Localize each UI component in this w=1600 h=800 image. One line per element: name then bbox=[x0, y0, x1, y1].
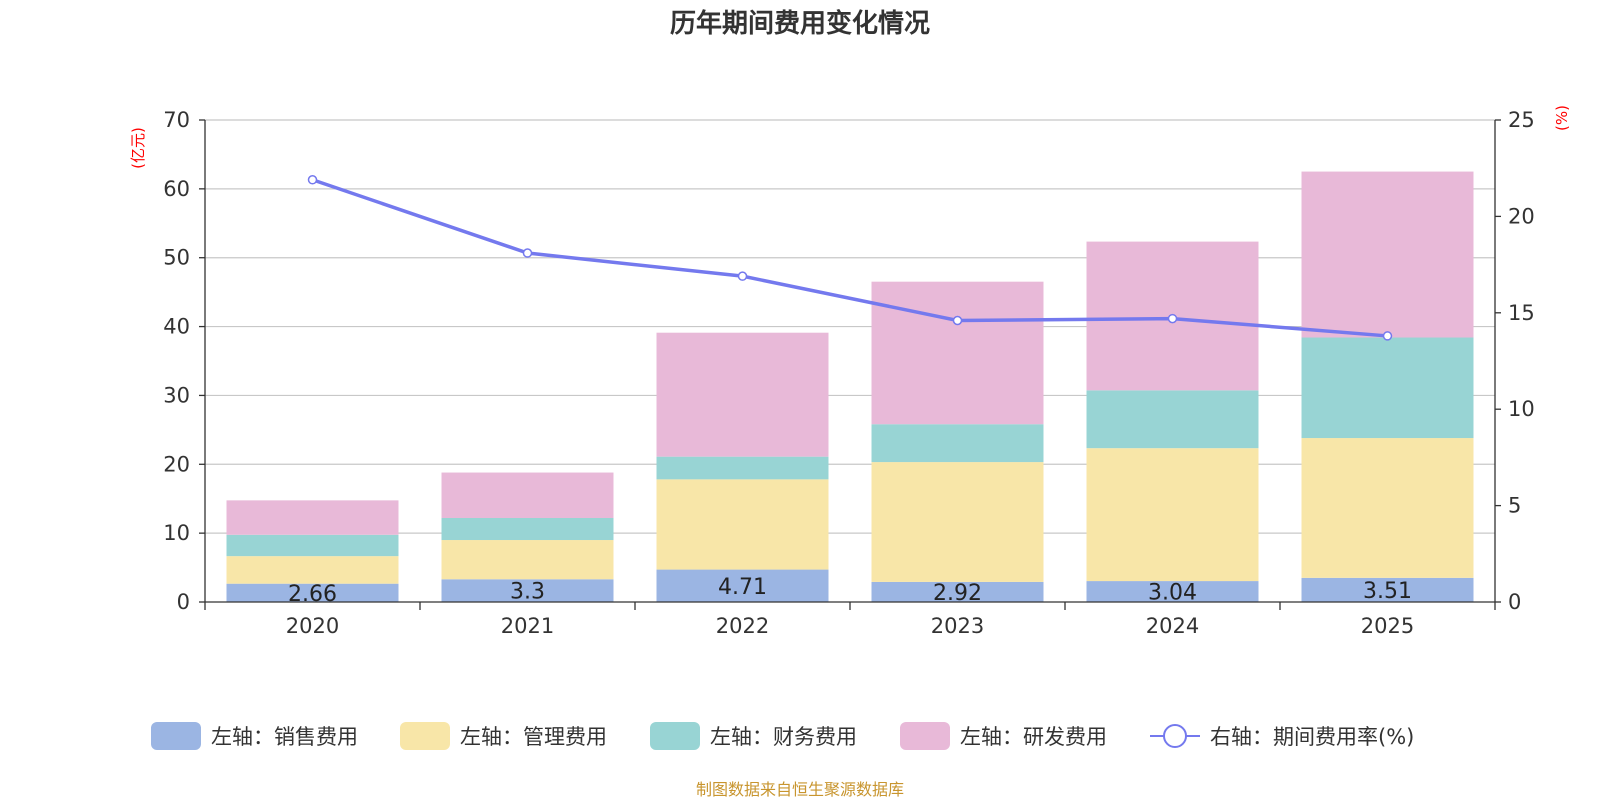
footer-source: 制图数据来自恒生聚源数据库 bbox=[696, 780, 904, 799]
bar-2020-series-2 bbox=[226, 534, 399, 557]
bar-2022-series-0 bbox=[656, 569, 829, 602]
rate-point-2024 bbox=[1167, 313, 1178, 324]
bar-2020-series-3 bbox=[226, 500, 399, 535]
data-label-2022: 4.71 bbox=[718, 575, 767, 600]
rate-line-path bbox=[311, 178, 1388, 338]
bar-2025-series-1 bbox=[1301, 438, 1474, 578]
rate-point-2025 bbox=[1382, 331, 1393, 341]
x-axis-tick-label: 2020 bbox=[286, 614, 339, 638]
left-axis-tick-label: 50 bbox=[163, 246, 190, 270]
bar-2025-series-2 bbox=[1301, 337, 1474, 439]
legend-swatch-0 bbox=[151, 722, 201, 750]
right-axis-tick-label: 5 bbox=[1508, 494, 1521, 518]
x-axis-tick-label: 2022 bbox=[716, 614, 769, 638]
legend-label-4: 右轴：期间费用率(%) bbox=[1210, 725, 1414, 749]
bar-2023-series-0 bbox=[871, 581, 1044, 602]
left-axis-tick-label: 0 bbox=[177, 590, 190, 614]
legend-label-0: 左轴：销售费用 bbox=[211, 725, 358, 749]
chart-title: 历年期间费用变化情况 bbox=[670, 8, 930, 39]
left-axis-tick-label: 30 bbox=[163, 383, 190, 407]
left-axis-tick-label: 40 bbox=[163, 315, 190, 339]
bar-2021-series-3 bbox=[441, 472, 614, 518]
right-axis-tick-label: 25 bbox=[1508, 108, 1535, 132]
left-axis-tick-label: 60 bbox=[163, 177, 190, 201]
bar-2024-series-2 bbox=[1086, 390, 1259, 449]
legend-swatch-1 bbox=[400, 722, 450, 750]
rate-line bbox=[307, 175, 1393, 341]
rate-point-2023 bbox=[952, 315, 963, 326]
bar-2022-series-3 bbox=[656, 332, 829, 457]
legend: 左轴：销售费用 左轴：管理费用 左轴：财务费用 左轴：研发费用 右轴：期间费用率(%) bbox=[151, 722, 1414, 750]
bar-2023-series-3 bbox=[871, 281, 1044, 425]
bar-2021-series-2 bbox=[441, 517, 614, 541]
rate-point-2021 bbox=[522, 248, 533, 258]
data-label-2020: 2.66 bbox=[288, 582, 337, 607]
legend-marker-4 bbox=[1163, 724, 1187, 748]
bar-2023-series-2 bbox=[871, 424, 1044, 463]
bar-2023-series-1 bbox=[871, 462, 1044, 582]
left-axis-tick-label: 10 bbox=[163, 521, 190, 545]
right-axis-unit: (%) bbox=[1553, 105, 1571, 131]
x-axis-tick-label: 2021 bbox=[501, 614, 554, 638]
bar-2025-series-0 bbox=[1301, 577, 1474, 602]
right-axis-tick-label: 0 bbox=[1508, 590, 1521, 614]
data-label-2024: 3.04 bbox=[1148, 581, 1197, 606]
data-labels: 2.66 3.3 4.71 2.92 3.04 3.51 bbox=[288, 575, 1412, 607]
bar-2020-series-0 bbox=[226, 583, 399, 602]
x-axis-tick-label: 2023 bbox=[931, 614, 984, 638]
left-axis-unit: (亿元) bbox=[129, 127, 147, 169]
bar-2024-series-1 bbox=[1086, 448, 1259, 582]
x-axis-tick-label: 2025 bbox=[1361, 614, 1414, 638]
bar-2022-series-1 bbox=[656, 479, 829, 570]
data-label-2023: 2.92 bbox=[933, 581, 982, 606]
bar-2025-series-3 bbox=[1301, 171, 1474, 338]
rate-point-2022 bbox=[737, 271, 748, 281]
bar-2021-series-0 bbox=[441, 579, 614, 602]
data-label-2021: 3.3 bbox=[510, 580, 545, 605]
legend-swatch-2 bbox=[650, 722, 700, 750]
right-axis-tick-label: 10 bbox=[1508, 397, 1535, 421]
legend-label-2: 左轴：财务费用 bbox=[710, 725, 857, 749]
bar-2021-series-1 bbox=[441, 540, 614, 580]
bar-2024-series-0 bbox=[1086, 581, 1259, 602]
left-axis-tick-label: 20 bbox=[163, 452, 190, 476]
x-axis-tick-label: 2024 bbox=[1146, 614, 1199, 638]
grid-lines bbox=[205, 119, 1495, 534]
right-axis-tick-label: 20 bbox=[1508, 204, 1535, 228]
bar-2020-series-1 bbox=[226, 556, 399, 584]
data-label-2025: 3.51 bbox=[1363, 579, 1412, 604]
legend-label-1: 左轴：管理费用 bbox=[460, 725, 607, 749]
bar-2022-series-2 bbox=[656, 456, 829, 480]
rate-point-2020 bbox=[307, 175, 318, 185]
legend-label-3: 左轴：研发费用 bbox=[960, 725, 1107, 749]
right-axis-tick-label: 15 bbox=[1508, 301, 1535, 325]
legend-swatch-3 bbox=[900, 722, 950, 750]
bars bbox=[226, 171, 1474, 602]
left-axis-tick-label: 70 bbox=[163, 108, 190, 132]
